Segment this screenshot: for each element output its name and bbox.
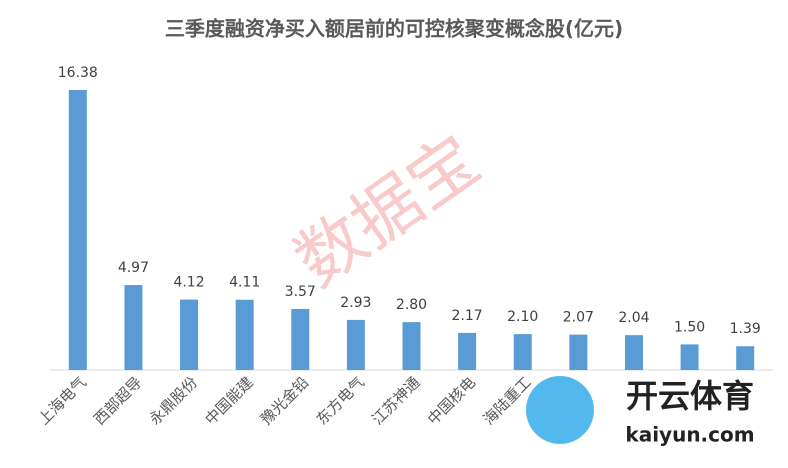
value-label: 1.50 <box>674 319 705 335</box>
bar <box>569 334 588 370</box>
bar <box>346 319 365 370</box>
value-label: 2.80 <box>396 297 427 313</box>
logo-text: 开云体育 <box>626 377 754 415</box>
bar <box>235 299 254 370</box>
bar <box>624 335 643 370</box>
logo: 开云体育 kaiyun.com <box>526 376 755 447</box>
bar <box>680 344 699 370</box>
value-label: 2.04 <box>618 310 649 326</box>
value-label: 4.11 <box>229 275 260 291</box>
bar <box>458 332 477 370</box>
bar <box>513 334 532 370</box>
chart-title: 三季度融资净买入额居前的可控核聚变概念股(亿元) <box>165 17 623 41</box>
bar <box>68 90 87 370</box>
logo-url: kaiyun.com <box>625 423 754 447</box>
value-label: 3.57 <box>285 284 316 300</box>
bar <box>291 308 310 370</box>
value-label: 4.97 <box>118 260 149 276</box>
value-label: 2.93 <box>340 295 371 311</box>
value-label: 2.17 <box>452 308 483 324</box>
bar <box>402 322 421 370</box>
bar <box>736 346 755 370</box>
value-label: 2.07 <box>563 310 594 326</box>
logo-icon <box>526 376 594 444</box>
value-label: 1.39 <box>730 321 761 337</box>
value-label: 16.38 <box>58 65 98 81</box>
value-label: 2.10 <box>507 309 538 325</box>
bar <box>124 285 143 370</box>
value-label: 4.12 <box>173 275 204 291</box>
bar <box>180 299 199 370</box>
